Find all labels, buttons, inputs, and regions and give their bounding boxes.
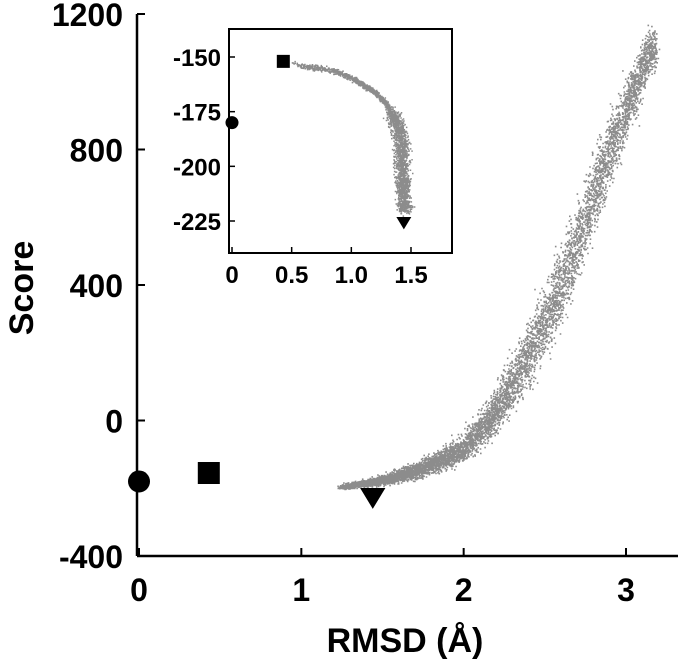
y-tick-label: 0 xyxy=(105,404,123,440)
inset-y-tick-label: -200 xyxy=(173,154,221,181)
inset-y-tick-label: -150 xyxy=(173,45,221,72)
inset-x-tick-label: 0.5 xyxy=(275,262,308,289)
y-tick-label: 1200 xyxy=(52,0,123,33)
x-tick-label: 2 xyxy=(455,572,473,608)
inset-frame xyxy=(228,28,453,254)
inset-y-tick-label: -225 xyxy=(173,209,221,236)
marker-square xyxy=(197,462,220,485)
marker-square xyxy=(276,54,290,68)
x-axis-title: RMSD (Å) xyxy=(327,622,484,660)
inset-x-tick-label: 1.5 xyxy=(394,262,427,289)
x-tick-label: 3 xyxy=(617,572,635,608)
y-tick-label: 800 xyxy=(70,133,123,169)
marker-circle xyxy=(128,470,150,493)
marker-triangle-down xyxy=(396,217,412,230)
inset-y-tick-label: -175 xyxy=(173,100,221,127)
inset-x-tick-label: 1.0 xyxy=(335,262,368,289)
x-tick-label: 1 xyxy=(292,572,310,608)
cloud-points xyxy=(337,24,661,491)
score-cloud xyxy=(337,24,661,491)
y-tick-label: -400 xyxy=(59,539,123,575)
marker-circle xyxy=(225,116,239,130)
y-tick-label: 400 xyxy=(70,268,123,304)
marker-triangle-down xyxy=(360,487,386,509)
inset-cloud xyxy=(291,60,416,217)
inset-x-tick-label: 0 xyxy=(225,262,238,289)
inset-cloud-points xyxy=(291,60,416,217)
y-axis-title: Score xyxy=(3,241,41,336)
x-tick-label: 0 xyxy=(130,572,148,608)
